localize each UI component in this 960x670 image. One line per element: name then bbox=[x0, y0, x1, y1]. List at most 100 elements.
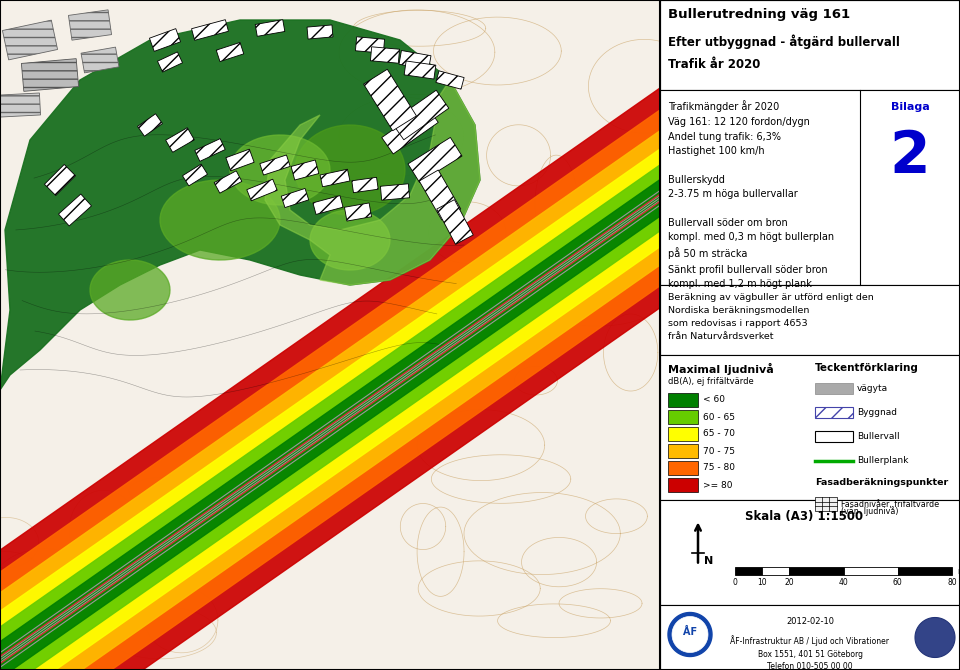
Text: 80: 80 bbox=[948, 578, 957, 587]
Polygon shape bbox=[291, 160, 319, 180]
Polygon shape bbox=[81, 47, 119, 73]
Polygon shape bbox=[216, 42, 244, 62]
Text: 20: 20 bbox=[784, 578, 794, 587]
Text: dB(A), ej frifältvärde: dB(A), ej frifältvärde bbox=[668, 377, 754, 386]
Bar bbox=[815, 431, 853, 442]
Polygon shape bbox=[391, 90, 449, 140]
Bar bbox=[668, 478, 698, 492]
Text: 2012-02-10: 2012-02-10 bbox=[786, 617, 834, 626]
Text: Efter utbyggnad - åtgärd bullervall: Efter utbyggnad - åtgärd bullervall bbox=[668, 34, 900, 48]
Text: 65 - 70: 65 - 70 bbox=[703, 429, 735, 438]
Text: N: N bbox=[704, 557, 713, 567]
Text: Sänkt profil bullervall söder bron
kompl. med 1,2 m högt plank: Sänkt profil bullervall söder bron kompl… bbox=[668, 265, 828, 289]
Polygon shape bbox=[247, 179, 277, 201]
Polygon shape bbox=[408, 137, 462, 183]
Text: Beräkning av vägbuller är utförd enligt den
Nordiska beräkningsmodellen
som redo: Beräkning av vägbuller är utförd enligt … bbox=[668, 293, 874, 340]
Polygon shape bbox=[255, 19, 285, 36]
Polygon shape bbox=[0, 127, 737, 670]
Polygon shape bbox=[668, 612, 712, 657]
Polygon shape bbox=[345, 203, 372, 221]
Polygon shape bbox=[195, 139, 226, 161]
Text: Maximal ljudnivå: Maximal ljudnivå bbox=[668, 363, 774, 375]
Text: 2: 2 bbox=[890, 128, 930, 185]
Text: m: m bbox=[957, 567, 960, 576]
Polygon shape bbox=[182, 164, 207, 186]
Polygon shape bbox=[0, 101, 756, 670]
Polygon shape bbox=[364, 69, 417, 131]
Polygon shape bbox=[265, 80, 480, 285]
Polygon shape bbox=[672, 616, 708, 653]
Bar bbox=[660, 605, 960, 670]
Text: 60: 60 bbox=[893, 578, 902, 587]
Text: >= 80: >= 80 bbox=[703, 480, 732, 490]
Polygon shape bbox=[157, 52, 182, 72]
Polygon shape bbox=[0, 86, 766, 670]
Polygon shape bbox=[3, 20, 58, 60]
Text: (vän. ljudnivå): (vän. ljudnivå) bbox=[841, 506, 899, 516]
Text: Bilaga: Bilaga bbox=[891, 102, 929, 112]
Polygon shape bbox=[0, 93, 40, 117]
Text: Fasadnivåer, frifältvärde: Fasadnivåer, frifältvärde bbox=[841, 500, 939, 509]
Text: Byggnad: Byggnad bbox=[857, 408, 897, 417]
Bar bbox=[660, 90, 960, 285]
Text: 0: 0 bbox=[732, 578, 737, 587]
Polygon shape bbox=[260, 155, 290, 175]
Bar bbox=[660, 355, 960, 500]
Bar bbox=[815, 407, 853, 418]
Bar bbox=[735, 567, 762, 575]
Polygon shape bbox=[437, 200, 473, 245]
Text: Bullervall: Bullervall bbox=[857, 432, 900, 441]
Text: Bullerskydd
2-3.75 m höga bullervallar: Bullerskydd 2-3.75 m höga bullervallar bbox=[668, 175, 798, 199]
Polygon shape bbox=[137, 114, 162, 136]
Polygon shape bbox=[21, 59, 79, 91]
Polygon shape bbox=[307, 25, 333, 39]
Polygon shape bbox=[320, 170, 350, 187]
Polygon shape bbox=[150, 29, 180, 52]
Text: < 60: < 60 bbox=[703, 395, 725, 405]
Text: ÅF-Infrastruktur AB / Ljud och Vibrationer
Box 1551, 401 51 Göteborg
Telefon 010: ÅF-Infrastruktur AB / Ljud och Vibration… bbox=[731, 636, 890, 670]
Bar bbox=[789, 567, 844, 575]
Polygon shape bbox=[0, 20, 480, 390]
Polygon shape bbox=[351, 178, 378, 193]
Bar bbox=[668, 444, 698, 458]
Text: Trafikmängder år 2020
Väg 161: 12 120 fordon/dygn
Andel tung trafik: 6,3%
Hastig: Trafikmängder år 2020 Väg 161: 12 120 fo… bbox=[668, 100, 810, 156]
Polygon shape bbox=[281, 188, 309, 208]
Polygon shape bbox=[44, 164, 76, 196]
Text: vägyta: vägyta bbox=[857, 384, 888, 393]
Text: 70 - 75: 70 - 75 bbox=[703, 446, 735, 456]
Polygon shape bbox=[0, 147, 723, 670]
Bar bbox=[660, 0, 960, 90]
Bar bbox=[668, 393, 698, 407]
Bar bbox=[668, 427, 698, 441]
Text: Trafik år 2020: Trafik år 2020 bbox=[668, 58, 760, 71]
Polygon shape bbox=[310, 210, 390, 270]
Text: 75 - 80: 75 - 80 bbox=[703, 464, 735, 472]
Text: 10: 10 bbox=[757, 578, 767, 587]
Polygon shape bbox=[214, 171, 242, 193]
Bar bbox=[660, 285, 960, 355]
Bar bbox=[668, 461, 698, 475]
Bar bbox=[815, 497, 837, 511]
Polygon shape bbox=[915, 618, 955, 657]
Text: Fasadberäkningspunkter: Fasadberäkningspunkter bbox=[815, 478, 948, 487]
Text: 40: 40 bbox=[839, 578, 849, 587]
Text: ÅF: ÅF bbox=[683, 626, 697, 636]
Text: Bullerplank: Bullerplank bbox=[857, 456, 908, 465]
Polygon shape bbox=[399, 50, 431, 70]
Polygon shape bbox=[382, 106, 439, 154]
Bar bbox=[898, 567, 952, 575]
Polygon shape bbox=[0, 138, 730, 670]
Polygon shape bbox=[166, 128, 194, 152]
Polygon shape bbox=[59, 194, 91, 226]
Text: Skala (A3) 1:1500: Skala (A3) 1:1500 bbox=[745, 510, 863, 523]
Polygon shape bbox=[160, 180, 280, 260]
Polygon shape bbox=[295, 125, 405, 215]
Bar bbox=[844, 567, 898, 575]
Bar bbox=[660, 500, 960, 605]
Text: Teckentförklaring: Teckentförklaring bbox=[815, 363, 919, 373]
Text: Bullervall söder om bron
kompl. med 0,3 m högt bullerplan
på 50 m sträcka: Bullervall söder om bron kompl. med 0,3 … bbox=[668, 218, 834, 259]
Polygon shape bbox=[313, 196, 343, 214]
Polygon shape bbox=[420, 170, 461, 220]
Text: Bullerutredning väg 161: Bullerutredning väg 161 bbox=[668, 8, 851, 21]
Bar bbox=[815, 383, 853, 394]
